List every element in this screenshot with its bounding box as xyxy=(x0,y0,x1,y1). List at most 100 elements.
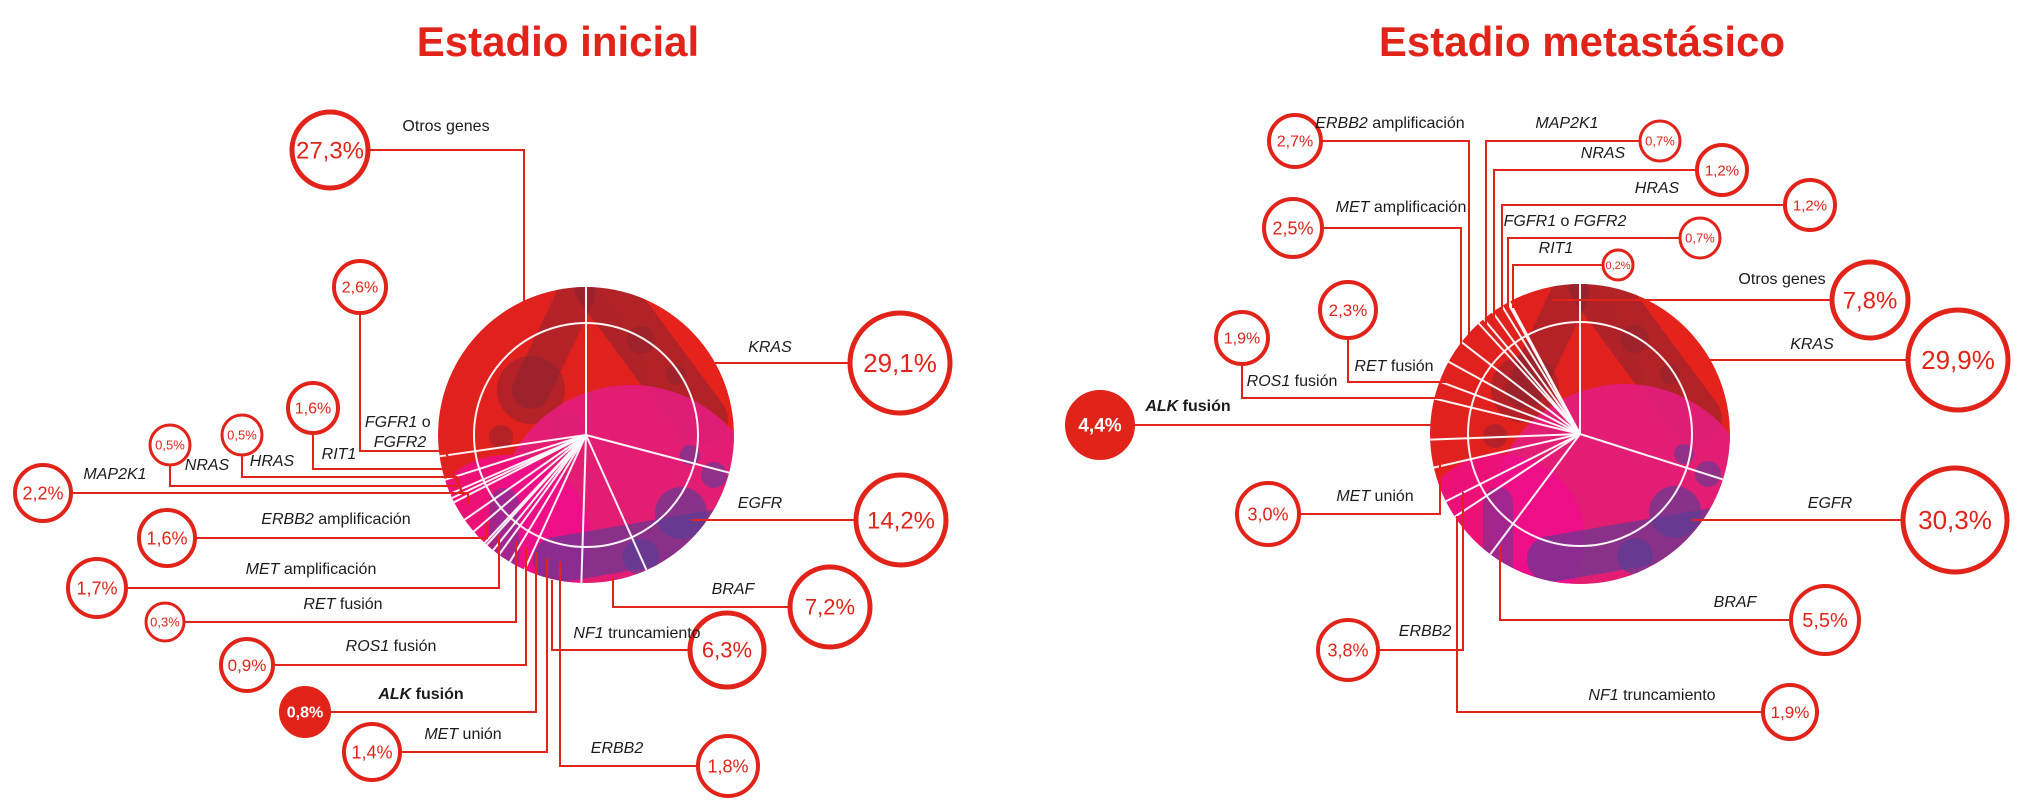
segment-boundary xyxy=(1477,322,1581,435)
segment-boundary xyxy=(1489,433,1581,555)
gene-label-nras: NRAS xyxy=(185,457,230,474)
gene-label-met-union: MET unión xyxy=(1336,488,1413,505)
pointer-line-braf xyxy=(1499,546,1791,621)
percent-badge-otros xyxy=(1829,259,1911,341)
segment-callout-met-union: 1,4% MET unión xyxy=(342,558,548,782)
gene-label-otros: Otros genes xyxy=(1738,271,1825,288)
gene-label-met-union: MET unión xyxy=(424,726,501,743)
segment-boundary xyxy=(580,434,587,583)
artwork-blob xyxy=(512,287,595,409)
pointer-line-erbb2-amp xyxy=(195,522,488,539)
percent-badge-fgfr xyxy=(1678,216,1722,260)
pointer-line-met-amp xyxy=(126,535,500,589)
segment-divider-lines xyxy=(1430,284,1724,555)
pointer-line-ret xyxy=(184,541,517,623)
segment-callout-rit1: 1,6% RIT1 xyxy=(286,381,458,483)
percent-value-otros: 27,3% xyxy=(296,137,364,164)
gene-label-rit1: RIT1 xyxy=(322,446,357,463)
percent-value-kras: 29,1% xyxy=(863,348,937,378)
percent-value-nf1: 6,3% xyxy=(702,638,752,663)
segment-boundary xyxy=(1491,311,1581,435)
segment-boundary xyxy=(1482,318,1581,435)
percent-badge-kras xyxy=(1905,307,2011,413)
inner-ring xyxy=(473,322,699,548)
pointer-line-met-union xyxy=(400,558,548,753)
segment-callout-alk: 0,8% ALK fusión xyxy=(279,552,537,738)
percent-value-ret: 0,3% xyxy=(150,615,180,630)
pointer-line-map2k1 xyxy=(1485,140,1640,324)
percent-value-hras: 0,5% xyxy=(227,428,257,443)
percent-badge-ret xyxy=(144,601,186,643)
pointer-line-braf xyxy=(612,578,790,608)
percent-badge-nf1 xyxy=(687,610,767,690)
percent-badge-met-amp xyxy=(66,557,128,619)
segment-boundary xyxy=(585,434,648,571)
segment-boundary xyxy=(449,434,587,495)
percent-value-rit1: 1,6% xyxy=(295,401,331,418)
segment-callout-otros: 7,8% Otros genes xyxy=(1552,259,1911,341)
percent-badge-kras xyxy=(847,310,953,416)
percent-badge-ros1 xyxy=(219,637,275,693)
pointer-line-rit1 xyxy=(1512,264,1603,308)
segment-callout-hras: 1,2% HRAS xyxy=(1501,178,1837,314)
segment-callout-met-amp: 1,7% MET amplificación xyxy=(66,535,500,619)
inner-ring xyxy=(1467,321,1693,547)
segment-boundary xyxy=(492,434,587,551)
percent-badge-hras xyxy=(220,413,264,457)
gene-label-erbb2: ERBB2 xyxy=(1399,623,1452,640)
artwork-blob xyxy=(1483,424,1507,448)
percent-value-nras: 0,5% xyxy=(155,438,185,453)
gene-label-ros1: ROS1 fusión xyxy=(1247,373,1338,390)
segment-callout-hras: 0,5% HRAS xyxy=(220,413,462,492)
percent-value-kras: 29,9% xyxy=(1921,345,1995,375)
percent-badge-map2k1 xyxy=(1638,119,1682,163)
percent-badge-nras xyxy=(1695,143,1749,197)
segment-boundary xyxy=(1508,301,1581,435)
segment-boundary xyxy=(1434,397,1581,435)
percent-value-ros1: 0,9% xyxy=(228,656,267,675)
segment-callout-map2k1: 2,2% MAP2K1 xyxy=(13,463,469,523)
segment-boundary xyxy=(483,434,587,544)
percent-value-braf: 5,5% xyxy=(1802,610,1848,632)
segment-boundary xyxy=(1448,360,1581,435)
segment-callout-ros1: 1,9% ROS1 fusión xyxy=(1214,310,1448,399)
pointer-line-met-union xyxy=(1299,456,1441,515)
segment-boundary xyxy=(1433,433,1581,469)
gene-label-kras: KRAS xyxy=(1790,336,1834,353)
title-estadio-inicial: Estadio inicial xyxy=(416,18,700,65)
pointer-line-otros xyxy=(368,149,525,332)
segment-boundary xyxy=(1445,433,1581,503)
percent-value-met-amp: 1,7% xyxy=(76,578,117,598)
segment-callout-ros1: 0,9% ROS1 fusión xyxy=(219,547,527,693)
gene-label-kras: KRAS xyxy=(748,339,792,356)
percent-value-erbb2: 1,8% xyxy=(707,756,748,776)
percent-value-otros: 7,8% xyxy=(1843,287,1898,314)
segment-callout-nras: 1,2% NRAS xyxy=(1493,143,1749,320)
artwork-blob xyxy=(1649,486,1701,538)
percent-value-nras: 1,2% xyxy=(1705,162,1739,179)
segment-callout-nras: 0,5%NRAS xyxy=(148,423,464,497)
gene-label-erbb2-amp: ERBB2 amplificación xyxy=(261,511,410,528)
gene-label-map2k1: MAP2K1 xyxy=(1535,115,1598,132)
percent-badge-rit1 xyxy=(1601,248,1635,282)
segment-callout-fgfr: 2,6% FGFR1 o FGFR2 xyxy=(332,259,452,464)
percent-value-map2k1: 0,7% xyxy=(1645,134,1675,149)
percent-value-egfr: 14,2% xyxy=(867,507,935,534)
percent-value-hras: 1,2% xyxy=(1793,197,1827,214)
segment-callout-erbb2: 3,8% ERBB2 xyxy=(1316,492,1464,682)
percent-badge-alk xyxy=(279,686,331,738)
segment-callout-otros: 27,3% Otros genes xyxy=(289,109,525,332)
percent-badge-fgfr xyxy=(332,259,388,315)
gene-label-egfr: EGFR xyxy=(738,495,783,512)
artwork-blob xyxy=(627,326,655,354)
percent-badge-erbb2 xyxy=(1316,618,1380,682)
pointer-line-map2k1 xyxy=(71,492,469,505)
pointer-line-nras xyxy=(169,465,464,497)
segment-boundary xyxy=(464,434,587,521)
segment-callout-kras: 29,9% KRAS xyxy=(1700,307,2011,413)
percent-badge-egfr xyxy=(853,472,949,568)
segment-callout-alk: 4,4% ALK fusión xyxy=(1065,390,1432,460)
pointer-line-erbb2-amp xyxy=(1321,140,1470,336)
artwork-blob xyxy=(666,365,686,385)
gene-label-nras: NRAS xyxy=(1581,145,1626,162)
